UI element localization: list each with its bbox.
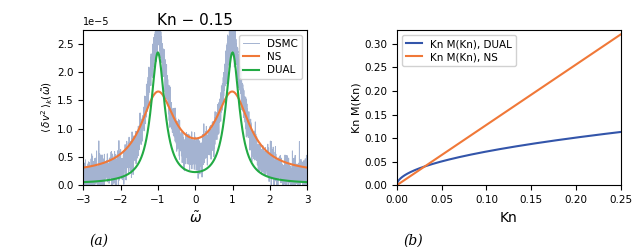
Kn M(Kn), NS bbox=[492, 117, 499, 120]
NS bbox=[175, 125, 182, 128]
DUAL bbox=[165, 136, 173, 139]
Kn M(Kn), DUAL bbox=[617, 130, 625, 133]
DSMC bbox=[118, 177, 126, 180]
DSMC bbox=[300, 199, 307, 202]
DSMC bbox=[79, 170, 87, 173]
DSMC bbox=[165, 109, 173, 112]
Text: (b): (b) bbox=[403, 233, 422, 247]
Kn M(Kn), DUAL bbox=[416, 167, 424, 170]
Line: DUAL: DUAL bbox=[83, 52, 307, 182]
DSMC bbox=[303, 176, 311, 179]
DUAL bbox=[105, 179, 113, 182]
DUAL bbox=[175, 163, 182, 165]
Title: Kn − 0.15: Kn − 0.15 bbox=[157, 14, 233, 28]
NS bbox=[303, 166, 311, 169]
DUAL bbox=[303, 181, 311, 184]
Line: Kn M(Kn), NS: Kn M(Kn), NS bbox=[397, 34, 621, 185]
DSMC bbox=[275, 165, 283, 168]
Kn M(Kn), NS bbox=[547, 80, 554, 83]
Kn M(Kn), NS bbox=[484, 123, 492, 126]
NS bbox=[299, 165, 307, 168]
Kn M(Kn), DUAL bbox=[393, 184, 401, 187]
Kn M(Kn), DUAL bbox=[484, 150, 492, 153]
DSMC bbox=[105, 167, 113, 170]
DUAL bbox=[299, 181, 307, 184]
Kn M(Kn), NS bbox=[572, 63, 579, 66]
DUAL bbox=[118, 175, 126, 178]
Kn M(Kn), DUAL bbox=[547, 140, 554, 143]
Kn M(Kn), NS bbox=[416, 168, 424, 171]
Y-axis label: Kn M(Kn): Kn M(Kn) bbox=[351, 82, 361, 133]
X-axis label: $\tilde{\omega}$: $\tilde{\omega}$ bbox=[189, 210, 202, 226]
X-axis label: Kn: Kn bbox=[500, 210, 518, 225]
DUAL bbox=[275, 178, 283, 181]
Line: DSMC: DSMC bbox=[83, 20, 307, 201]
NS bbox=[275, 158, 283, 161]
Legend: DSMC, NS, DUAL: DSMC, NS, DUAL bbox=[239, 35, 302, 80]
Line: NS: NS bbox=[83, 91, 307, 168]
DSMC bbox=[225, 19, 233, 22]
Legend: Kn M(Kn), DUAL, Kn M(Kn), NS: Kn M(Kn), DUAL, Kn M(Kn), NS bbox=[402, 35, 516, 66]
NS bbox=[79, 166, 87, 169]
DSMC bbox=[299, 178, 307, 181]
NS bbox=[165, 106, 173, 109]
NS bbox=[118, 151, 126, 154]
Kn M(Kn), NS bbox=[568, 66, 575, 69]
DSMC bbox=[175, 137, 182, 140]
NS bbox=[105, 159, 113, 162]
DUAL bbox=[79, 181, 87, 184]
Kn M(Kn), DUAL bbox=[568, 137, 575, 140]
Y-axis label: $\langle\, \delta v^2 \,\rangle_k(\tilde{\omega})$: $\langle\, \delta v^2 \,\rangle_k(\tilde… bbox=[40, 82, 56, 133]
Kn M(Kn), NS bbox=[617, 33, 625, 36]
Text: (a): (a) bbox=[90, 233, 109, 247]
Kn M(Kn), NS bbox=[393, 184, 401, 187]
Kn M(Kn), DUAL bbox=[572, 136, 579, 139]
NS bbox=[228, 90, 236, 93]
Line: Kn M(Kn), DUAL: Kn M(Kn), DUAL bbox=[397, 132, 621, 185]
DUAL bbox=[154, 51, 162, 54]
Kn M(Kn), DUAL bbox=[492, 148, 499, 151]
